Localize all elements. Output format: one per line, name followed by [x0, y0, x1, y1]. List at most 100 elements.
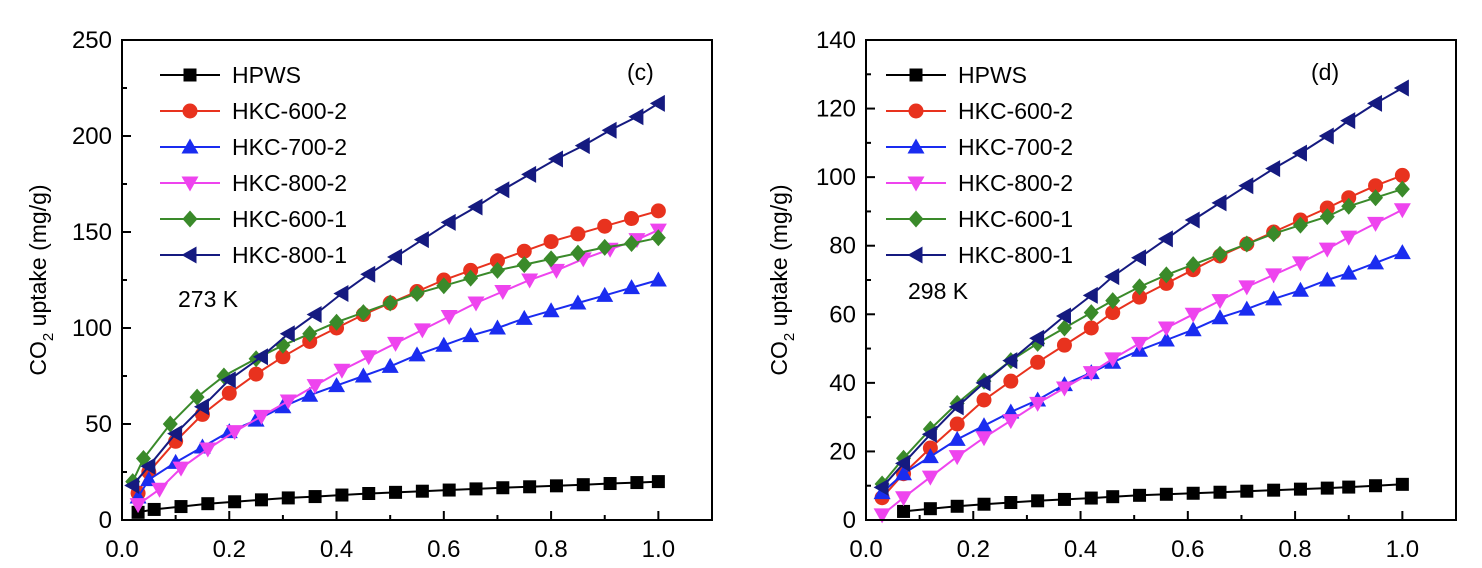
- data-point: [543, 250, 559, 268]
- data-point: [436, 277, 452, 295]
- data-point: [516, 243, 532, 259]
- data-point: [596, 286, 614, 302]
- data-point: [489, 253, 505, 269]
- y-axis-title: CO2 uptake (mg/g): [25, 184, 57, 375]
- legend-marker: [907, 246, 923, 264]
- data-point: [521, 165, 537, 183]
- data-point: [547, 263, 565, 279]
- data-point: [921, 448, 939, 464]
- data-point: [147, 502, 161, 516]
- data-point: [1003, 373, 1019, 389]
- data-point: [333, 284, 349, 302]
- data-point: [576, 478, 590, 492]
- legend-marker: [907, 138, 925, 154]
- data-point: [1368, 178, 1384, 194]
- data-point: [948, 450, 966, 466]
- data-point: [1319, 208, 1335, 226]
- data-point: [1238, 300, 1256, 316]
- data-point: [199, 442, 217, 458]
- data-point: [523, 480, 537, 494]
- legend-marker: [182, 210, 198, 228]
- data-point: [172, 461, 190, 477]
- data-point: [301, 386, 319, 402]
- series-hkc-800-1: [124, 94, 665, 494]
- data-point: [547, 150, 563, 168]
- data-point: [1239, 235, 1255, 253]
- data-point: [1395, 477, 1409, 491]
- legend: HPWS HKC-600-2 HKC-700-2 HKC-800-2 HKC-600-1…: [886, 62, 1073, 268]
- data-point: [630, 476, 644, 490]
- data-point: [1157, 230, 1173, 248]
- data-point: [335, 488, 349, 502]
- y-tick-label: 0: [843, 507, 856, 534]
- data-point: [597, 238, 613, 256]
- data-point: [333, 363, 351, 379]
- series-line: [137, 229, 659, 506]
- data-point: [489, 261, 505, 279]
- data-point: [1084, 491, 1098, 505]
- y-tick-label: 80: [829, 233, 856, 260]
- x-tick-label: 0.8: [534, 536, 567, 563]
- data-point: [921, 470, 939, 486]
- data-point: [650, 203, 666, 219]
- data-point: [306, 379, 324, 395]
- data-point: [1185, 256, 1201, 274]
- data-point: [413, 231, 429, 249]
- data-point: [1104, 352, 1122, 368]
- data-point: [1132, 278, 1148, 296]
- data-point: [469, 482, 483, 496]
- legend-label: HKC-700-2: [232, 134, 347, 160]
- legend-label: HKC-800-1: [232, 242, 347, 268]
- data-point: [873, 508, 891, 524]
- data-point: [193, 398, 209, 416]
- data-point: [1105, 305, 1121, 321]
- data-point: [1265, 160, 1281, 178]
- data-point: [189, 388, 205, 406]
- data-point: [1393, 244, 1411, 260]
- chart-panel-d: 0.0 0.2 0.4 0.6 0.8 1.0 0 20 40 60 80 100 120 140 CO2 …: [766, 27, 1457, 563]
- data-point: [274, 398, 292, 414]
- y-tick-label: 50: [85, 411, 112, 438]
- y-tick-label: 140: [816, 27, 856, 54]
- data-point: [496, 481, 510, 495]
- data-point: [976, 392, 992, 408]
- x-tick-label: 0.0: [849, 536, 882, 563]
- data-point: [1291, 256, 1309, 272]
- y-tick-label: 100: [816, 164, 856, 191]
- data-point: [1158, 275, 1174, 291]
- data-point: [254, 493, 268, 507]
- series-hpws: [897, 477, 1409, 518]
- data-point: [1002, 352, 1018, 370]
- data-point: [355, 304, 371, 322]
- data-point: [440, 309, 458, 325]
- data-point: [1342, 480, 1356, 494]
- data-point: [1393, 79, 1409, 97]
- data-point: [570, 226, 586, 242]
- data-point: [897, 504, 911, 518]
- data-point: [651, 475, 665, 489]
- x-tick-label: 0.2: [957, 536, 990, 563]
- y-tick-label: 60: [829, 301, 856, 328]
- data-point: [1320, 481, 1334, 495]
- data-point: [140, 457, 156, 475]
- data-point: [162, 415, 178, 433]
- series-hpws: [131, 475, 665, 519]
- legend-label: HKC-800-2: [232, 170, 347, 196]
- data-point: [624, 235, 640, 253]
- data-point: [1159, 487, 1173, 501]
- data-point: [302, 325, 318, 343]
- legend-label: HPWS: [232, 62, 301, 88]
- data-point: [895, 491, 913, 507]
- data-point: [442, 483, 456, 497]
- panel-label: (d): [1311, 59, 1339, 85]
- data-point: [435, 336, 453, 352]
- chart-panel-c: 0.0 0.2 0.4 0.6 0.8 1.0 0 50 100 150 200 250 CO2 upt…: [25, 27, 713, 563]
- x-tick-label: 0.8: [1278, 536, 1311, 563]
- data-point: [521, 273, 539, 289]
- data-point: [1029, 396, 1047, 412]
- data-point: [1211, 309, 1229, 325]
- data-point: [1238, 177, 1254, 195]
- panel-label: (c): [627, 59, 654, 85]
- data-point: [649, 271, 667, 287]
- data-point: [1340, 230, 1358, 246]
